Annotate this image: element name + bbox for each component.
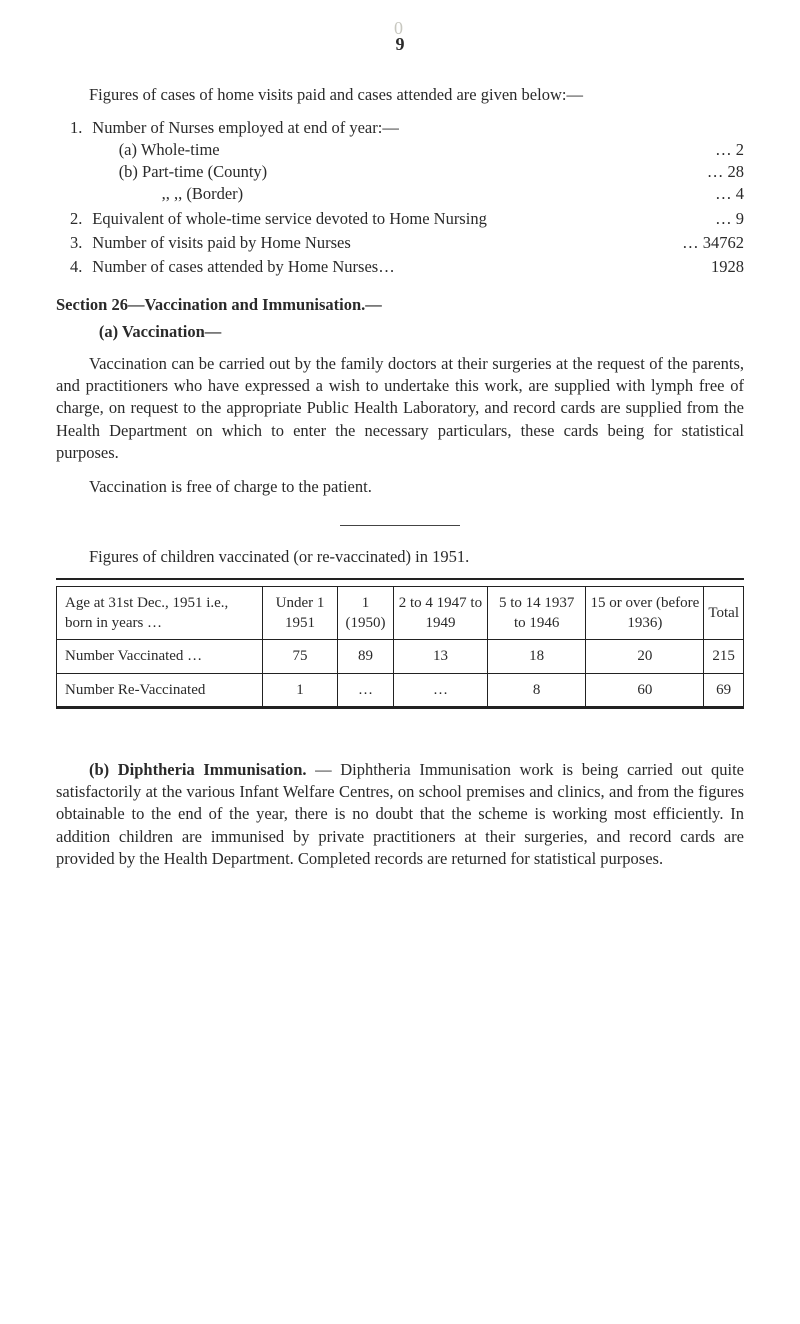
- item-number: 2.: [56, 208, 92, 230]
- item-text: Number of visits paid by Home Nurses: [92, 232, 674, 254]
- sub-item: (b) Part-time (County) … 28: [92, 161, 744, 183]
- cell: 60: [586, 673, 704, 706]
- item-number: 1.: [56, 117, 92, 206]
- col-header: Under 1 1951: [263, 586, 338, 640]
- section-heading: Section 26—Vaccination and Immunisation.…: [56, 294, 744, 316]
- item-text: Number of cases attended by Home Nurses…: [92, 256, 674, 278]
- sub-item: ,, ,, (Border) … 4: [92, 183, 744, 205]
- item-number: 4.: [56, 256, 92, 278]
- list-item-2: 2. Equivalent of whole-time service devo…: [56, 208, 744, 230]
- sub-label: ,, ,, (Border): [162, 183, 674, 205]
- col-header: 2 to 4 1947 to 1949: [394, 586, 488, 640]
- intro-paragraph: Figures of cases of home visits paid and…: [56, 84, 744, 106]
- cell: 89: [337, 640, 393, 673]
- sub-label: (b) Part-time (County): [119, 161, 674, 183]
- sub-value: … 28: [674, 161, 744, 183]
- item-value: 1928: [674, 256, 744, 278]
- sub-label: (a) Whole-time: [119, 139, 674, 161]
- cell: 20: [586, 640, 704, 673]
- col-header: Age at 31st Dec., 1951 i.e., born in yea…: [57, 586, 263, 640]
- cell: 69: [704, 673, 744, 706]
- cell: 75: [263, 640, 338, 673]
- cell: 8: [487, 673, 586, 706]
- subsection-heading: (a) Vaccination—: [56, 321, 744, 343]
- item-text: Number of Nurses employed at end of year…: [92, 117, 744, 139]
- vaccination-table: Age at 31st Dec., 1951 i.e., born in yea…: [56, 586, 744, 707]
- cell: 215: [704, 640, 744, 673]
- body-paragraph: (b) Diphtheria Immunisation. — Diphtheri…: [56, 759, 744, 870]
- list-item-4: 4. Number of cases attended by Home Nurs…: [56, 256, 744, 278]
- run-in-heading: (b) Diphtheria Immunisation.: [89, 760, 307, 779]
- table-row: Number Re-Vaccinated 1 … … 8 60 69: [57, 673, 744, 706]
- item-value: … 9: [674, 208, 744, 230]
- figure-caption: Figures of children vaccinated (or re-va…: [56, 546, 744, 568]
- body-paragraph: Vaccination is free of charge to the pat…: [56, 476, 744, 498]
- table-row: Number Vaccinated … 75 89 13 18 20 215: [57, 640, 744, 673]
- table-header-row: Age at 31st Dec., 1951 i.e., born in yea…: [57, 586, 744, 640]
- item-value: … 34762: [674, 232, 744, 254]
- cell: 13: [394, 640, 488, 673]
- col-header: 1 (1950): [337, 586, 393, 640]
- item-number: 3.: [56, 232, 92, 254]
- item-text: Equivalent of whole-time service devoted…: [92, 208, 674, 230]
- table-bottom-rule: [56, 707, 744, 709]
- list-item-3: 3. Number of visits paid by Home Nurses …: [56, 232, 744, 254]
- sub-value: … 2: [674, 139, 744, 161]
- sub-item: (a) Whole-time … 2: [92, 139, 744, 161]
- list-item-1: 1. Number of Nurses employed at end of y…: [56, 117, 744, 206]
- diphtheria-section: (b) Diphtheria Immunisation. — Diphtheri…: [56, 759, 744, 870]
- col-header: 15 or over (before 1936): [586, 586, 704, 640]
- cell: …: [337, 673, 393, 706]
- body-paragraph: Vaccination can be carried out by the fa…: [56, 353, 744, 464]
- table-top-rule: [56, 578, 744, 580]
- row-label: Number Vaccinated …: [57, 640, 263, 673]
- cell: …: [394, 673, 488, 706]
- stray-mark: 0: [394, 16, 403, 40]
- sub-value: … 4: [674, 183, 744, 205]
- numbered-list: 1. Number of Nurses employed at end of y…: [56, 117, 744, 279]
- col-header: 5 to 14 1937 to 1946: [487, 586, 586, 640]
- divider: [340, 525, 460, 526]
- cell: 1: [263, 673, 338, 706]
- col-header: Total: [704, 586, 744, 640]
- cell: 18: [487, 640, 586, 673]
- row-label: Number Re-Vaccinated: [57, 673, 263, 706]
